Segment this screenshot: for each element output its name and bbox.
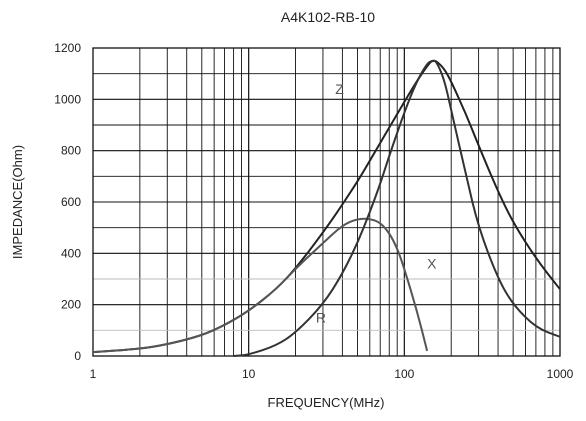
series-x-label: X <box>427 256 437 272</box>
y-tick-label: 600 <box>61 195 81 209</box>
plot-frame <box>92 47 561 357</box>
y-tick-label: 1000 <box>54 92 81 106</box>
curve-labels: Z X R <box>316 81 437 325</box>
y-tick-label: 800 <box>61 144 81 158</box>
grid <box>93 48 560 356</box>
series-x-line <box>92 217 429 354</box>
series-z-line <box>92 59 561 354</box>
y-tick-label: 400 <box>61 246 81 260</box>
tick-labels: 1 10 100 1000 0 200 400 600 800 1000 1200 <box>54 41 573 381</box>
y-tick-label: 0 <box>74 349 81 363</box>
x-tick-label: 1000 <box>547 367 574 381</box>
x-axis-label: FREQUENCY(MHz) <box>268 395 385 410</box>
series-z-label: Z <box>335 81 344 97</box>
chart-title: A4K102-RB-10 <box>281 9 375 25</box>
y-axis-label: IMPEDANCE(Ohm) <box>10 145 25 259</box>
series-layer <box>92 59 561 357</box>
y-tick-label: 200 <box>61 298 81 312</box>
series-r-line <box>233 59 561 357</box>
x-tick-label: 1 <box>90 367 97 381</box>
series-r-label: R <box>316 310 326 326</box>
x-tick-label: 10 <box>242 367 256 381</box>
y-tick-label: 1200 <box>54 41 81 55</box>
x-tick-label: 100 <box>394 367 414 381</box>
